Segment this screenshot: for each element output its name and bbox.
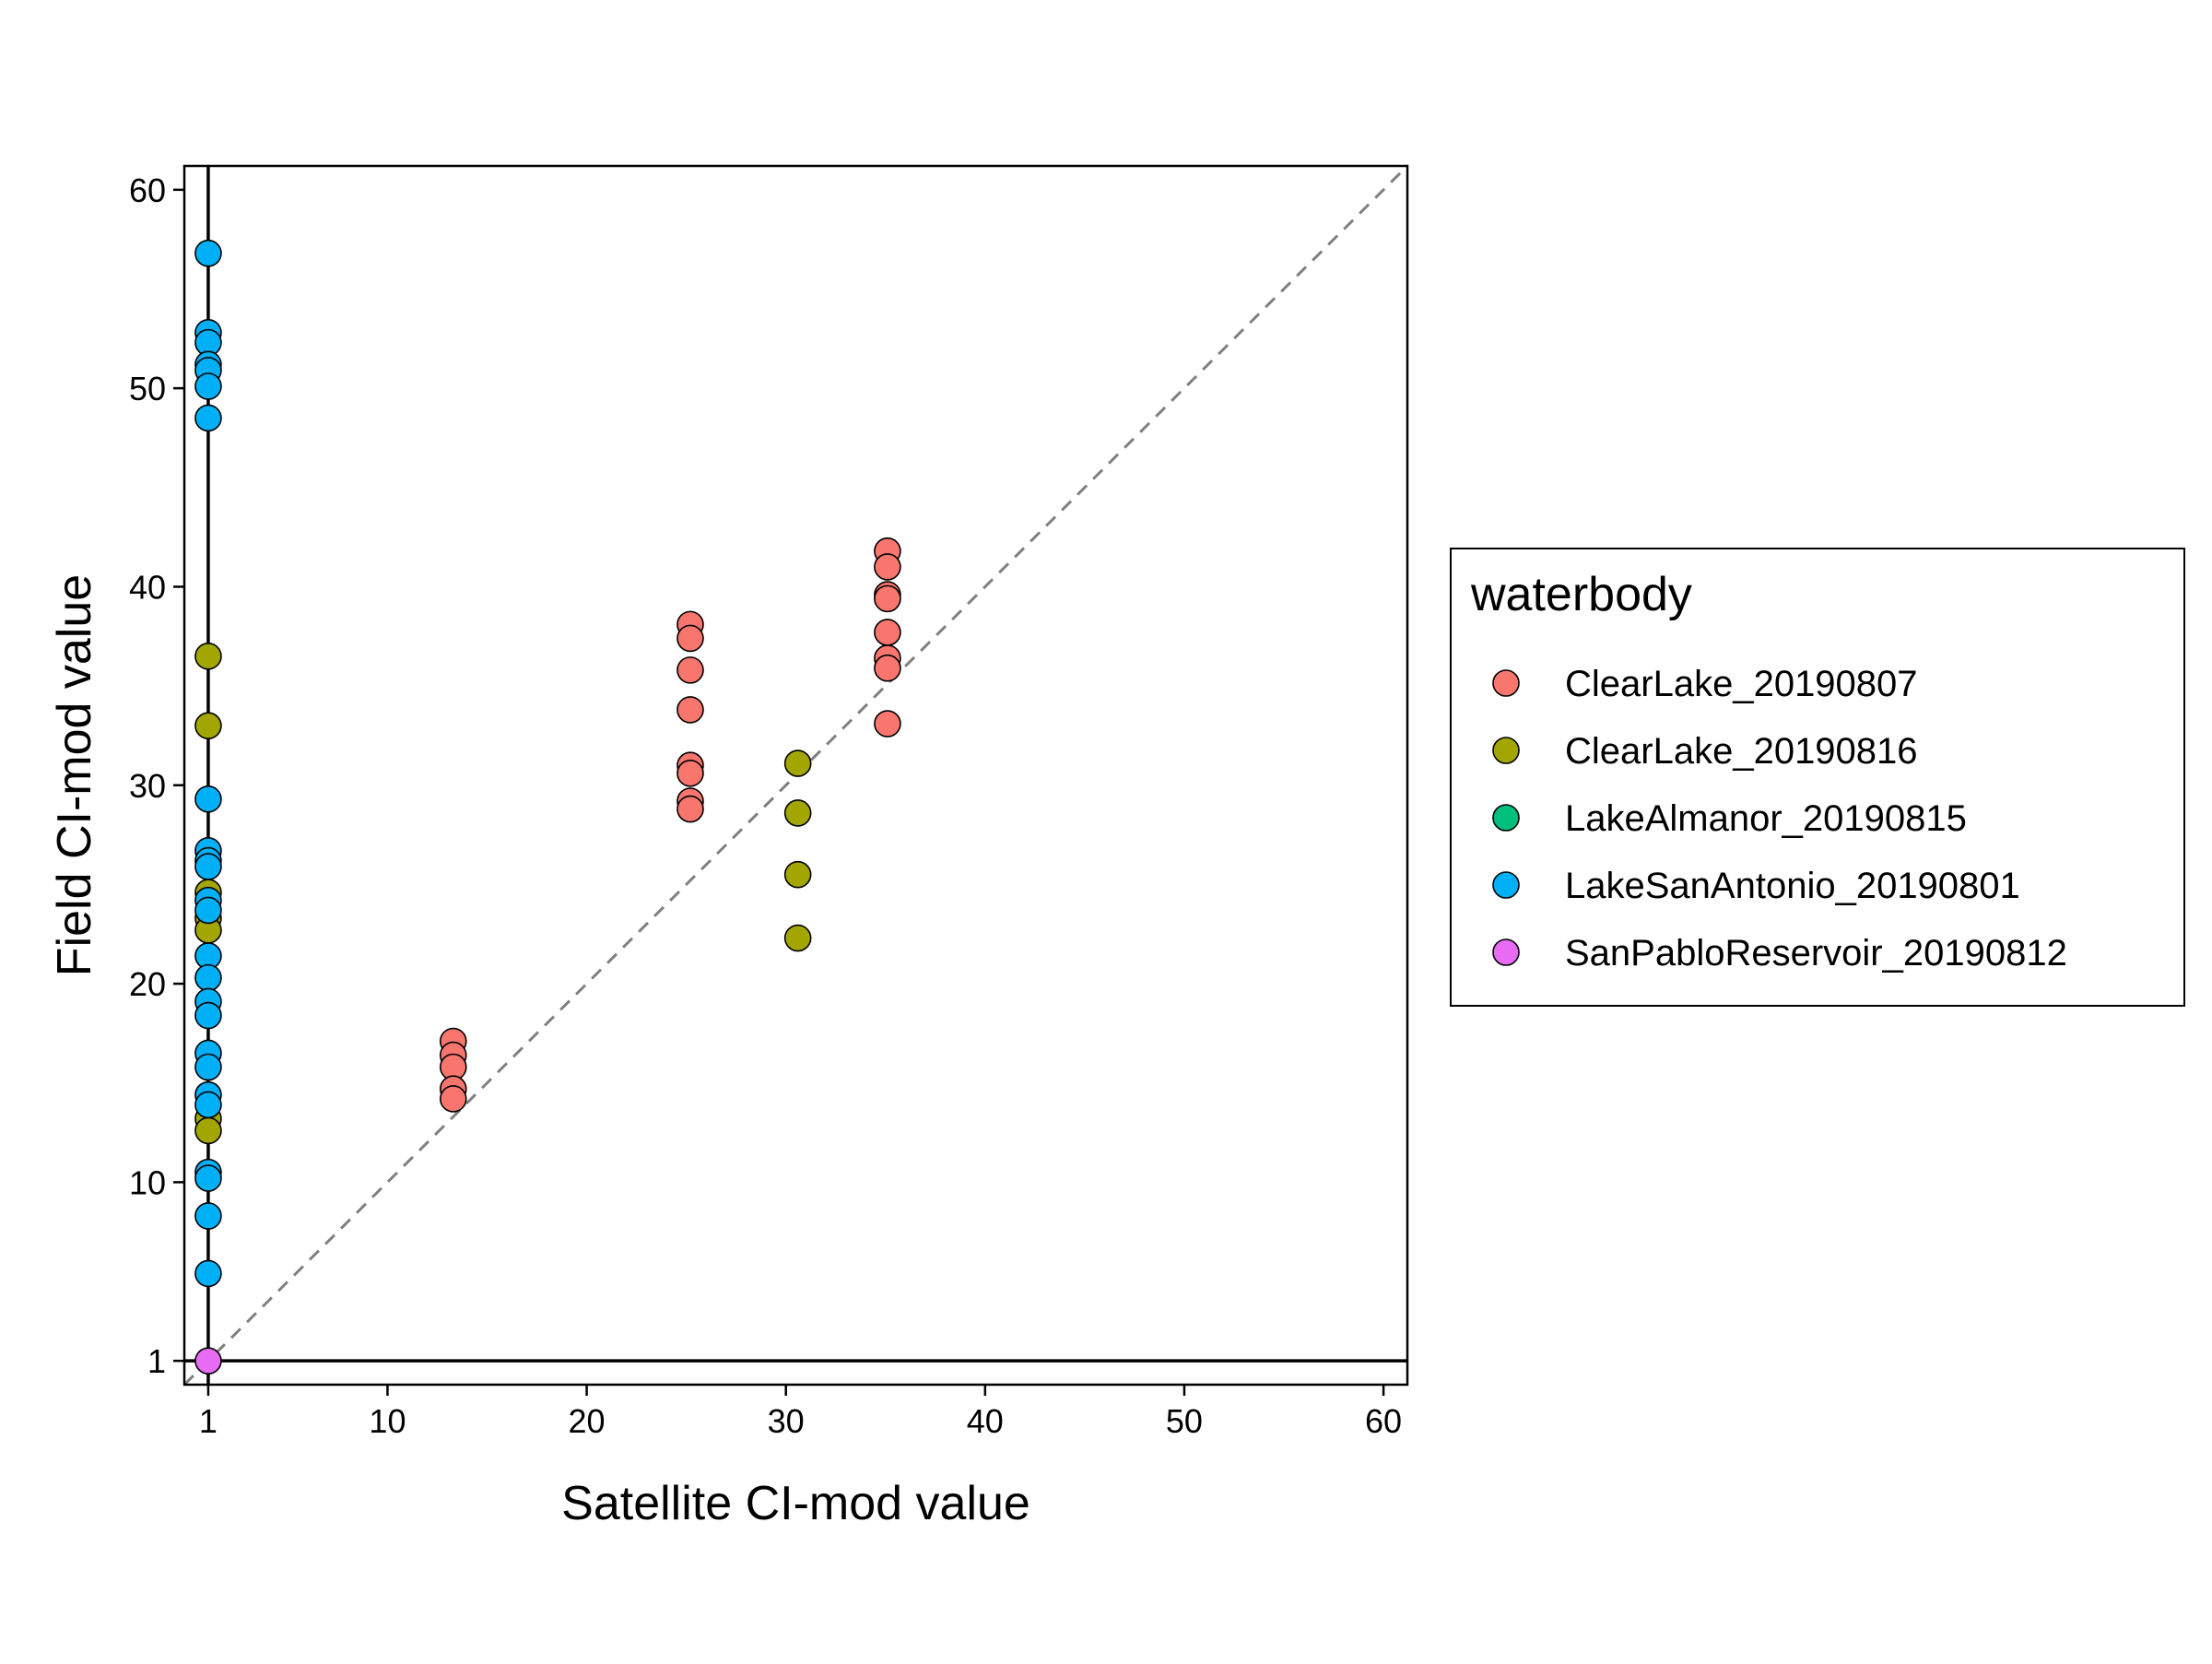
data-point [677, 624, 704, 653]
x-tick-label: 40 [967, 1402, 1004, 1440]
x-tick-label: 20 [569, 1402, 606, 1440]
data-point [194, 1116, 222, 1145]
legend-box [1450, 548, 2185, 1007]
y-tick-label: 30 [129, 767, 166, 805]
x-tick-label: 50 [1166, 1402, 1203, 1440]
data-point [874, 619, 901, 646]
x-tick-label: 1 [199, 1402, 218, 1440]
y-axis-title: Field CI-mod value [48, 574, 101, 976]
data-point [194, 963, 222, 992]
legend-key [1492, 669, 1520, 697]
data-point [783, 860, 812, 889]
data-point [194, 643, 222, 670]
legend-title: waterbody [1470, 568, 1692, 621]
data-point [783, 799, 812, 827]
legend-item: LakeAlmanor_20190815 [1492, 798, 1967, 839]
legend: waterbody ClearLake_20190807ClearLake_20… [1450, 548, 2185, 1007]
y-tick-label: 50 [129, 370, 166, 407]
data-point [194, 1001, 222, 1030]
data-point [194, 404, 222, 432]
data-point [194, 1202, 222, 1230]
legend-key [1492, 737, 1520, 764]
series-SanPabloReservoir_20190812 [194, 1347, 222, 1375]
y-tick-label: 20 [129, 965, 166, 1003]
data-point [194, 1053, 222, 1081]
data-point [194, 239, 222, 267]
plot-panel-border [182, 164, 1409, 1387]
y-tick-label: 1 [147, 1342, 166, 1380]
y-tick-label: 60 [129, 171, 166, 209]
data-point [783, 749, 812, 777]
data-point [194, 896, 222, 925]
data-point [874, 654, 901, 682]
data-point [194, 1164, 222, 1192]
y-tick-label: 40 [129, 568, 166, 606]
series-ClearLake_20190816 [194, 643, 812, 1145]
legend-label: SanPabloReservoir_20190812 [1565, 933, 2067, 974]
x-tick-label: 60 [1365, 1402, 1402, 1440]
plot-marks [182, 164, 1409, 1387]
data-point [677, 656, 704, 684]
data-point [194, 1091, 222, 1119]
legend-key [1492, 804, 1520, 832]
y-axis-ticks: 1 10 20 30 40 50 60 [129, 171, 184, 1380]
data-point [874, 553, 901, 581]
data-point [194, 1347, 222, 1375]
legend-item: ClearLake_20190807 [1492, 664, 1918, 704]
data-point [194, 712, 222, 739]
data-point [677, 760, 704, 787]
data-point [439, 1085, 467, 1113]
data-point [874, 710, 901, 738]
legend-label: ClearLake_20190807 [1565, 664, 1918, 704]
legend-label: ClearLake_20190816 [1565, 731, 1918, 772]
x-axis-title: Satellite CI-mod value [561, 1477, 1030, 1530]
legend-label: LakeAlmanor_20190815 [1565, 798, 1967, 839]
legend-key [1492, 871, 1520, 899]
data-point [677, 795, 704, 823]
legend-item: ClearLake_20190816 [1492, 731, 1918, 772]
series-ClearLake_20190807 [439, 537, 901, 1113]
data-point [194, 1259, 222, 1288]
data-point [677, 696, 704, 724]
data-point [194, 853, 222, 880]
legend-label: LakeSanAntonio_20190801 [1565, 866, 2020, 906]
legend-item: LakeSanAntonio_20190801 [1492, 866, 2020, 906]
data-point [194, 372, 222, 400]
y-tick-label: 10 [129, 1163, 166, 1201]
data-point [783, 924, 812, 952]
legend-key [1492, 938, 1520, 966]
legend-item: SanPabloReservoir_20190812 [1492, 933, 2067, 974]
legend-items: ClearLake_20190807 ClearLake_20190816 Lake… [1492, 664, 2067, 974]
data-point [874, 584, 901, 613]
x-tick-label: 10 [369, 1402, 406, 1440]
x-tick-label: 30 [768, 1402, 805, 1440]
x-axis-ticks: 1 10 20 30 40 50 60 [199, 1385, 1402, 1440]
series-LakeSanAntonio_20190801 [194, 239, 222, 1288]
data-point [194, 785, 222, 813]
